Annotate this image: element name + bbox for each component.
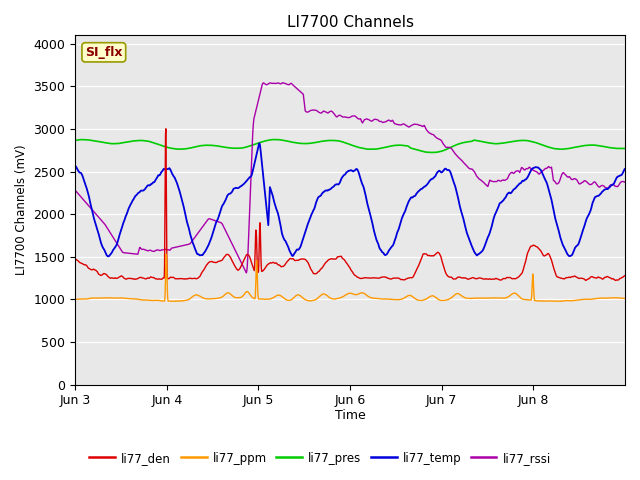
- Text: SI_flx: SI_flx: [85, 46, 122, 59]
- Legend: li77_den, li77_ppm, li77_pres, li77_temp, li77_rssi: li77_den, li77_ppm, li77_pres, li77_temp…: [84, 447, 556, 469]
- Title: LI7700 Channels: LI7700 Channels: [287, 15, 413, 30]
- Y-axis label: LI7700 Channels (mV): LI7700 Channels (mV): [15, 144, 28, 276]
- X-axis label: Time: Time: [335, 409, 365, 422]
